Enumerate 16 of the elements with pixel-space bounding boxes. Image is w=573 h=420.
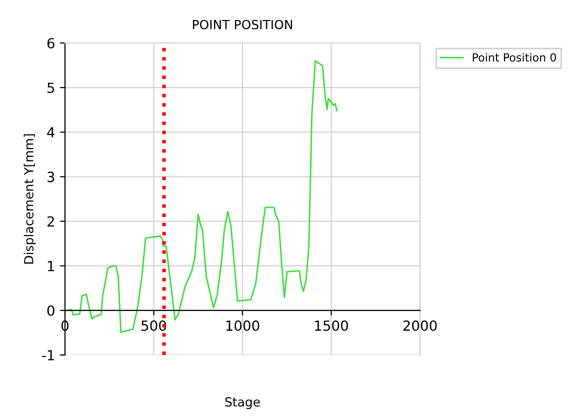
y-tick-label: 5 (48, 82, 54, 94)
chart-title: POINT POSITION (192, 20, 292, 30)
y-axis-title: Displacement Y[mm] (24, 134, 36, 264)
y-tick-label: 0 (47, 305, 54, 316)
x-axis-title: Stage (225, 397, 260, 410)
x-tick-label: 2000 (403, 320, 437, 331)
y-tick-label: 2 (47, 216, 54, 227)
legend-label: Point Position 0 (472, 53, 556, 62)
y-tick-label: 1 (48, 261, 54, 272)
x-tick-label: 1500 (315, 320, 348, 331)
y-tick-label: 4 (47, 127, 54, 138)
y-tick-label: 6 (47, 38, 54, 48)
x-tick-label: 500 (142, 320, 166, 331)
y-tick-label: 3 (48, 172, 54, 182)
x-tick-label: 1000 (226, 320, 260, 331)
y-tick-label: -1 (42, 350, 54, 360)
